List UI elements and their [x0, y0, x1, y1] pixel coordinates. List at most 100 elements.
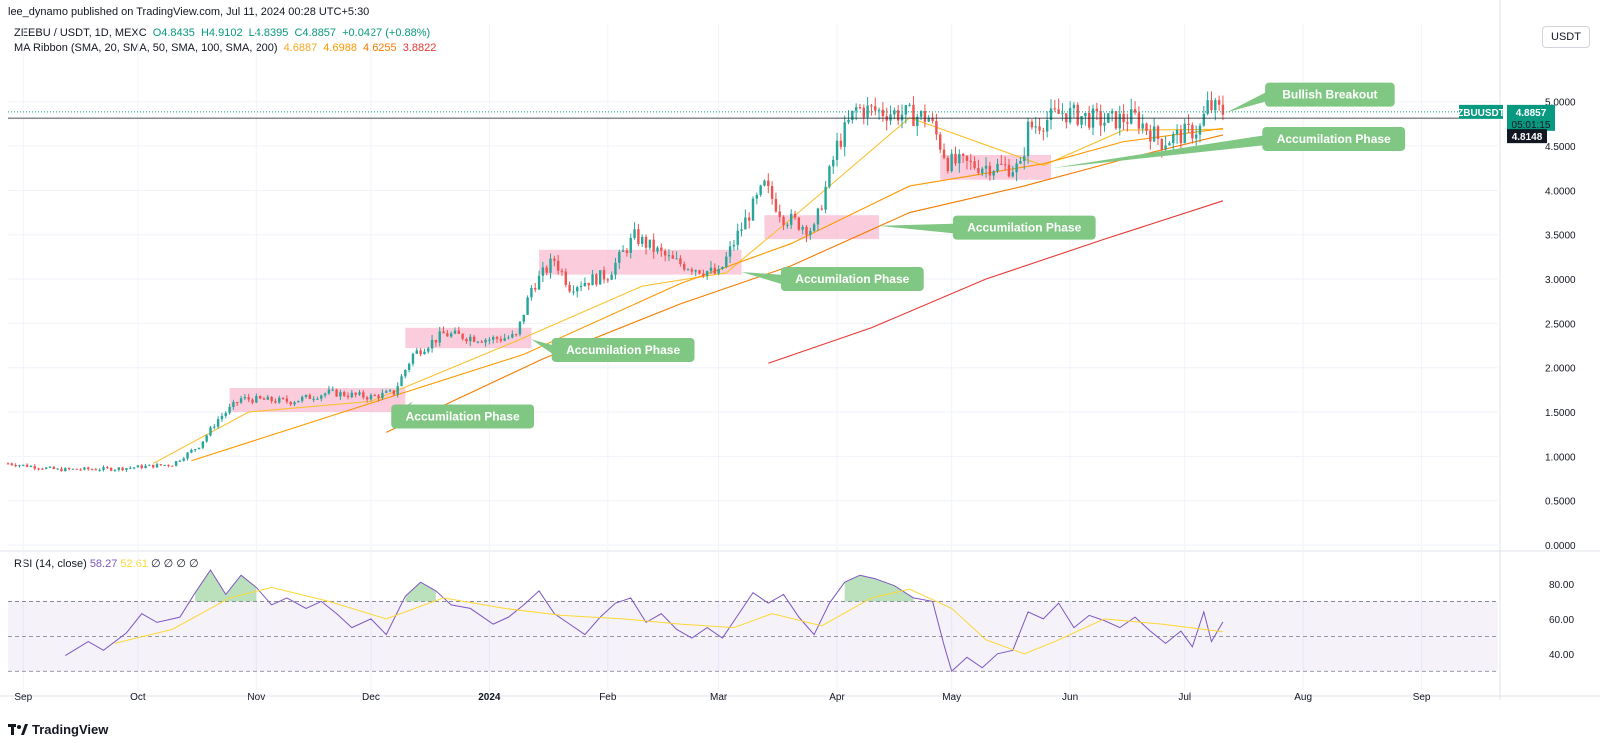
candle-body — [931, 117, 934, 121]
candle-body — [870, 105, 873, 107]
candle-body — [320, 395, 323, 399]
candle-body — [438, 331, 441, 343]
candle-body — [1126, 122, 1129, 124]
candle-body — [996, 163, 999, 172]
candle-body — [644, 236, 648, 248]
candle-body — [591, 274, 594, 286]
rsi-ma-line — [114, 586, 1223, 655]
candle-body — [1103, 122, 1106, 126]
callout-pointer — [1226, 90, 1270, 113]
candle-body — [652, 239, 655, 252]
candle-body — [304, 394, 308, 397]
candle-body — [598, 270, 602, 285]
candle-body — [503, 338, 506, 341]
callout-label: Accumilation Phase — [795, 272, 909, 286]
candle-body — [312, 398, 315, 400]
candle-body — [763, 180, 766, 186]
candle-body — [243, 397, 247, 399]
candle-body — [572, 291, 575, 293]
candle-body — [350, 392, 354, 398]
candle-body — [285, 398, 289, 402]
close-value: C4.8857 — [294, 27, 337, 39]
candle-body — [1214, 100, 1217, 111]
candle-body — [935, 120, 938, 135]
candle-body — [346, 395, 350, 398]
candle-body — [182, 458, 185, 461]
candle-body — [1045, 119, 1049, 132]
candle-body — [1076, 104, 1079, 125]
candle-body — [790, 213, 793, 225]
candle-body — [1172, 133, 1175, 144]
candle-body — [1221, 104, 1225, 115]
candle-body — [469, 336, 472, 342]
candle-body — [1194, 134, 1198, 139]
symbol-name[interactable]: ZEEBU / USDT, 1D, MEXC — [14, 27, 147, 39]
candle-body — [194, 449, 197, 451]
ma-line-4 — [768, 200, 1224, 364]
candle-body — [541, 267, 545, 276]
ma-line-1 — [152, 117, 1223, 464]
candle-body — [407, 363, 411, 370]
time-tick-label: 2024 — [478, 692, 501, 703]
candle-body — [174, 461, 178, 466]
price-tick-label: 0.0000 — [1545, 541, 1576, 552]
candle-body — [805, 226, 808, 235]
candle-body — [514, 334, 518, 336]
candle-body — [423, 351, 426, 355]
candle-body — [560, 270, 564, 272]
high-value: H4.9102 — [200, 27, 243, 39]
rsi-overbought-fill — [844, 575, 914, 602]
candle-body — [205, 435, 208, 442]
candle-body — [465, 338, 468, 342]
candle-body — [526, 297, 529, 315]
candle-body — [1007, 164, 1011, 177]
candle-body — [270, 396, 273, 402]
candle-body — [793, 213, 797, 218]
accumulation-box — [405, 327, 532, 349]
candle-body — [961, 154, 965, 156]
candle-body — [480, 341, 483, 343]
symbol-legend: ZEEBU / USDT, 1D, MEXC O4.8435 H4.9102 L… — [14, 27, 433, 39]
candle-body — [751, 198, 755, 221]
candle-body — [702, 273, 705, 276]
candle-body — [1026, 121, 1030, 157]
candle-body — [610, 274, 613, 280]
currency-button[interactable]: USDT — [1542, 26, 1590, 48]
callout-box — [780, 267, 924, 292]
candle-body — [916, 116, 919, 126]
candle-body — [675, 258, 678, 260]
candle-body — [167, 464, 170, 466]
candle-body — [908, 104, 911, 106]
candle-body — [579, 286, 583, 288]
ma-ribbon-title[interactable]: MA Ribbon (SMA, 20, SMA, 50, SMA, 100, S… — [14, 42, 278, 54]
price-tick-label: 2.5000 — [1545, 319, 1576, 330]
candle-body — [587, 282, 590, 286]
candle-body — [308, 394, 312, 399]
candle-body — [1080, 116, 1083, 125]
price-tick-label: 5.0000 — [1545, 98, 1576, 109]
candle-body — [839, 140, 843, 147]
candle-body — [648, 239, 652, 248]
callout-label: Accumilation Phase — [566, 343, 680, 357]
candle-body — [415, 350, 418, 354]
candle-body — [988, 165, 992, 176]
candle-body — [186, 452, 189, 459]
candle-body — [1000, 163, 1003, 165]
candle-body — [835, 140, 839, 160]
candle-body — [400, 376, 403, 387]
candle-body — [602, 270, 606, 280]
candle-body — [83, 467, 86, 470]
candle-body — [549, 258, 552, 273]
candle-body — [874, 106, 877, 111]
rsi-placeholder-3: ∅ — [176, 558, 186, 570]
candle-body — [606, 279, 610, 281]
candle-body — [984, 165, 988, 169]
candle-body — [507, 337, 510, 339]
candle-body — [1042, 130, 1045, 132]
candle-body — [1141, 123, 1144, 129]
rsi-title[interactable]: RSI (14, close) — [14, 558, 87, 570]
callout-box — [391, 404, 535, 429]
time-tick-label: Jul — [1178, 692, 1191, 703]
candle-body — [274, 401, 277, 403]
